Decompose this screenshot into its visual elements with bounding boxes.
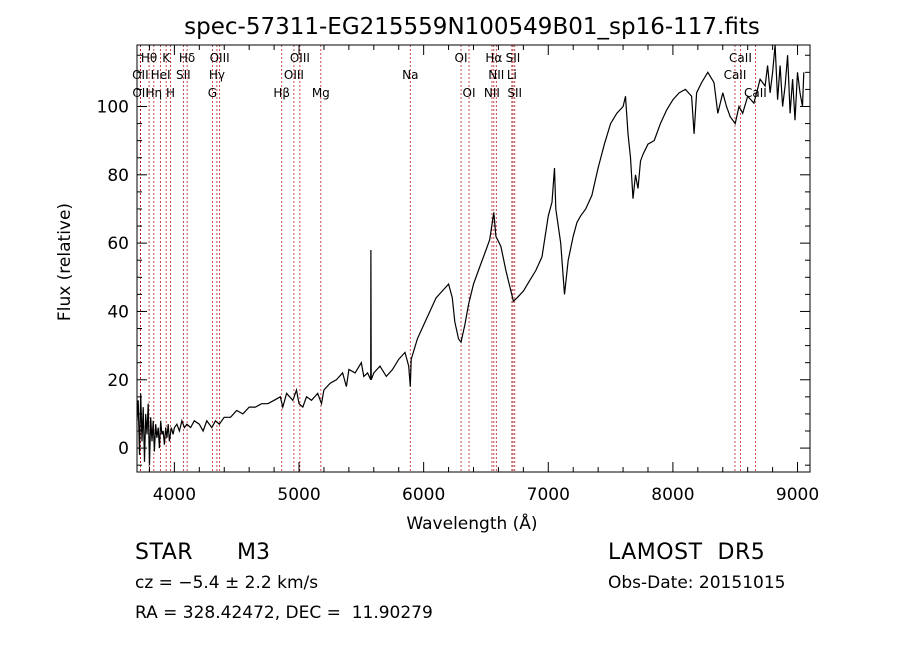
y-tick-label: 40 [107, 302, 129, 322]
line-label: Hα [485, 51, 502, 65]
spectral-line-labels: Hθ K Hδ OIII OIII OI Hα SII CaII OII HeI SII Hγ OIII N… [132, 51, 767, 100]
y-tick-label: 60 [107, 234, 129, 254]
line-label: OII [132, 68, 149, 82]
line-label: Hβ [273, 86, 290, 100]
redshift-velocity: cz = −5.4 ± 2.2 km/s [135, 573, 319, 593]
x-tick-label: 9000 [776, 485, 819, 505]
x-tick-label: 7000 [527, 485, 570, 505]
line-label: SII [176, 68, 191, 82]
line-label: CaII [744, 86, 767, 100]
line-label: Hγ [209, 68, 225, 82]
y-axis: 0 20 40 60 80 100 [97, 54, 810, 466]
y-tick-label: 0 [118, 439, 129, 459]
line-label: OIII [290, 51, 310, 65]
line-label: Hθ [141, 51, 157, 65]
line-label: OIII [284, 68, 304, 82]
line-label: SII [507, 86, 522, 100]
y-tick-label: 20 [107, 371, 129, 391]
line-label: NII [484, 86, 500, 100]
chart-title: spec-57311-EG215559N100549B01_sp16-117.f… [184, 14, 760, 40]
object-class: STAR [135, 540, 194, 565]
line-label: OII [132, 86, 149, 100]
line-label: HeI [151, 68, 171, 82]
y-axis-label: Flux (relative) [55, 203, 75, 321]
x-tick-label: 6000 [402, 485, 445, 505]
y-tick-label: 80 [107, 166, 129, 186]
spectrum-line [136, 44, 805, 466]
line-label: G [208, 86, 217, 100]
line-label: SII [506, 51, 521, 65]
x-axis: 4000 5000 6000 7000 8000 9000 [148, 45, 819, 505]
line-label: Li [507, 68, 517, 82]
line-label: NII [488, 68, 504, 82]
line-label: Hδ [179, 51, 195, 65]
line-label: OI [455, 51, 468, 65]
line-label: Hη [146, 86, 163, 100]
plot-frame [136, 44, 811, 473]
survey-name: LAMOST DR5 [608, 540, 766, 565]
line-label: OIII [210, 51, 230, 65]
line-label: Mg [312, 86, 330, 100]
line-label: OI [463, 86, 476, 100]
x-tick-label: 4000 [153, 485, 196, 505]
x-tick-label: 5000 [277, 485, 320, 505]
spectral-line-markers [139, 45, 756, 472]
line-label: CaII [729, 51, 752, 65]
line-label: CaII [724, 68, 747, 82]
object-subclass: M3 [237, 540, 270, 565]
x-tick-label: 8000 [651, 485, 694, 505]
line-label: H [166, 86, 175, 100]
x-axis-label: Wavelength (Å) [406, 512, 537, 534]
y-tick-label: 100 [97, 97, 129, 117]
observation-date: Obs-Date: 20151015 [608, 573, 786, 593]
line-label: Na [402, 68, 418, 82]
ra-dec-coordinates: RA = 328.42472, DEC = 11.90279 [135, 603, 433, 623]
line-label: K [162, 51, 171, 65]
